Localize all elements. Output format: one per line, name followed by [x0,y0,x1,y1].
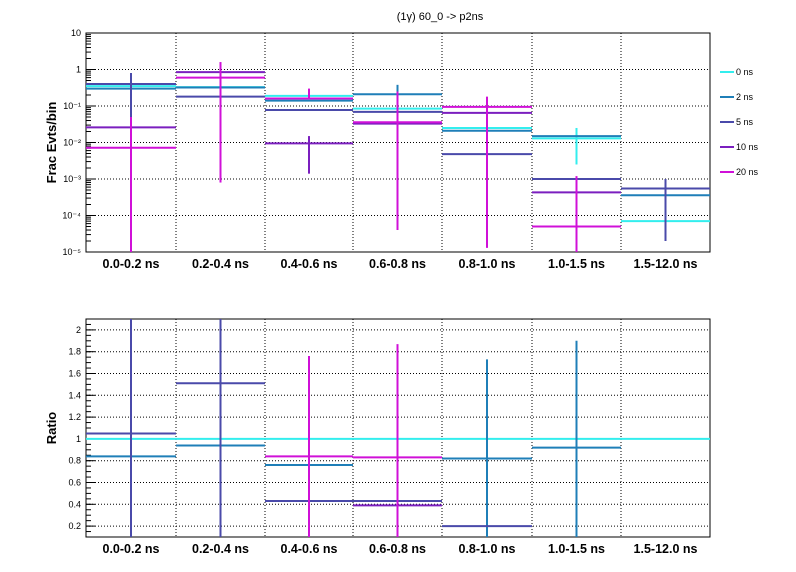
y-tick-label: 1 [76,434,81,444]
x-category-label: 0.0-0.2 ns [103,542,160,556]
x-category-label: 0.6-0.8 ns [369,257,426,271]
x-category-label: 1.5-12.0 ns [634,257,698,271]
y-axis-label: Ratio [44,412,59,445]
legend-label: 10 ns [736,142,759,152]
y-tick-label: 0.4 [68,499,81,509]
y-tick-label: 1.2 [68,412,81,422]
legend-label: 2 ns [736,92,754,102]
y-tick-label: 10 [71,28,81,38]
x-category-label: 0.6-0.8 ns [369,542,426,556]
x-category-label: 0.0-0.2 ns [103,257,160,271]
x-category-label: 0.4-0.6 ns [281,542,338,556]
ratio-panel: 0.2 0.4 0.6 0.8 1 1.2 1.4 1.6 1.8 2 0.0-0.2 ns 0.2-… [44,318,711,556]
x-category-label: 1.0-1.5 ns [548,257,605,271]
x-category-label: 1.0-1.5 ns [548,542,605,556]
y-tick-label: 1 [76,65,81,75]
y-tick-label: 10⁻² [63,138,81,148]
y-tick-label: 10⁻¹ [63,101,81,111]
legend-label: 5 ns [736,117,754,127]
x-category-label: 0.8-1.0 ns [459,257,516,271]
x-category-label: 0.4-0.6 ns [281,257,338,271]
y-tick-label: 0.8 [68,456,81,466]
x-category-label: 0.8-1.0 ns [459,542,516,556]
top-panel: 10 1 10⁻¹ 10⁻² 10⁻³ 10⁻⁴ 10⁻⁵ 0.0-0.2 ns 0.2-0.4… [44,28,711,271]
y-tick-label: 2 [76,325,81,335]
y-tick-label: 1.4 [68,390,81,400]
chart-title: (1γ) 60_0 -> p2ns [397,11,484,23]
y-tick-label: 0.6 [68,478,81,488]
x-category-label: 0.2-0.4 ns [192,542,249,556]
x-category-label: 1.5-12.0 ns [634,542,698,556]
y-axis-label: Frac Evts/bin [44,102,59,184]
legend-label: 20 ns [736,167,759,177]
x-category-label: 0.2-0.4 ns [192,257,249,271]
y-tick-label: 0.2 [68,521,81,531]
legend: 0 ns 2 ns 5 ns 10 ns 20 ns [720,67,759,177]
y-tick-label: 10⁻⁴ [62,211,81,221]
legend-label: 0 ns [736,67,754,77]
y-tick-label: 10⁻⁵ [63,247,82,257]
y-tick-label: 1.6 [68,369,81,379]
y-tick-label: 10⁻³ [63,174,81,184]
y-tick-label: 1.8 [68,347,81,357]
